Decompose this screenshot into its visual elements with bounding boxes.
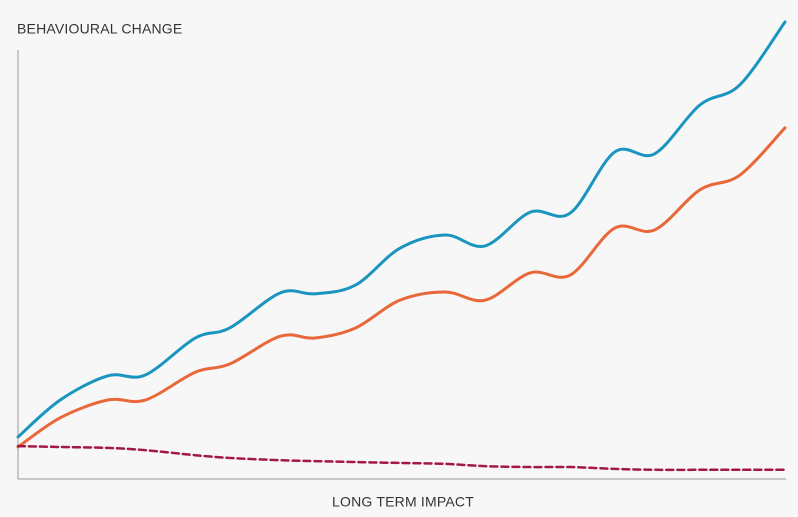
y-axis-label: BEHAVIOURAL CHANGE <box>17 21 182 37</box>
line-series <box>16 126 787 449</box>
line-series <box>16 444 787 472</box>
line-series <box>16 20 787 439</box>
x-axis-label: LONG TERM IMPACT <box>332 494 474 510</box>
